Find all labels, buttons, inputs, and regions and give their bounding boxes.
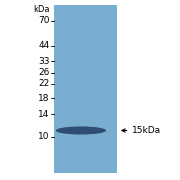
Text: 44: 44: [38, 41, 50, 50]
Text: 26: 26: [38, 68, 50, 77]
Text: 70: 70: [38, 16, 50, 25]
Text: 10: 10: [38, 132, 50, 141]
Text: 15kDa: 15kDa: [132, 126, 161, 135]
Text: kDa: kDa: [33, 4, 50, 14]
Text: 33: 33: [38, 57, 50, 66]
Text: 14: 14: [38, 110, 50, 119]
Ellipse shape: [56, 127, 106, 135]
Text: 22: 22: [38, 79, 50, 88]
Bar: [54, 5, 117, 173]
Text: 18: 18: [38, 94, 50, 103]
